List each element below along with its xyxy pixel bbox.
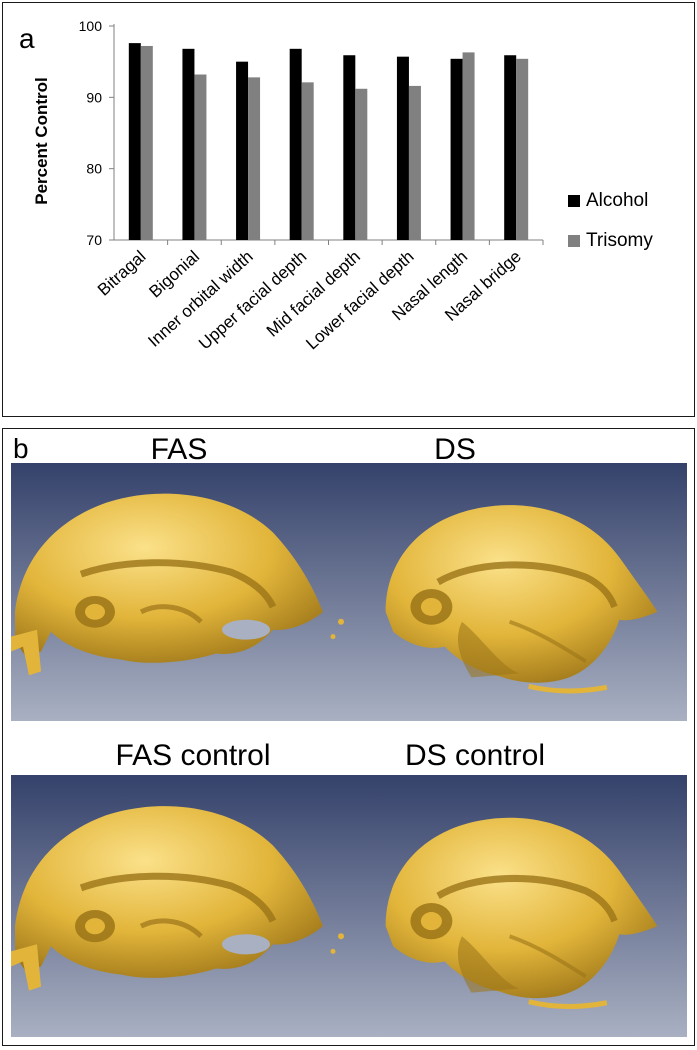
bar-alcohol-4 <box>289 48 302 241</box>
y-tick-label: 90 <box>86 89 102 105</box>
panel-b: b FAS DS FAS control DS control <box>2 428 695 1046</box>
bar-alcohol-1 <box>128 43 141 241</box>
category-label: Bitragal <box>94 247 150 300</box>
bar-alcohol-8 <box>504 55 517 240</box>
bar-trisomy-2 <box>194 74 207 240</box>
bar-alcohol-7 <box>450 58 463 241</box>
bar-alcohol-3 <box>236 61 249 240</box>
y-axis-label: Percent Control <box>32 77 51 205</box>
panel-letter-b: b <box>13 433 29 464</box>
chart-bars <box>128 43 529 241</box>
bar-trisomy-6 <box>408 85 421 240</box>
chart-axes <box>113 24 543 241</box>
legend-swatch-trisomy <box>568 235 580 247</box>
category-label: Mid facial depth <box>263 247 364 341</box>
skull-render <box>357 775 687 1037</box>
legend-swatch-alcohol <box>568 195 580 207</box>
scene-label-fas-control: FAS control <box>115 739 271 772</box>
skull-render <box>11 775 357 1037</box>
scene-ds-control <box>357 775 687 1037</box>
legend-label-trisomy: Trisomy <box>586 230 653 251</box>
scene-fas-control <box>11 775 357 1037</box>
legend-item-trisomy: Trisomy <box>568 221 653 261</box>
bar-trisomy-3 <box>248 77 261 240</box>
legend-label-alcohol: Alcohol <box>586 190 649 211</box>
chart-legend: Alcohol Trisomy <box>568 181 653 261</box>
y-tick-label: 100 <box>79 18 103 34</box>
bar-trisomy-1 <box>140 45 153 241</box>
scene-label-ds: DS <box>434 433 476 466</box>
bar-trisomy-8 <box>516 58 529 241</box>
scene-label-fas: FAS <box>150 433 208 466</box>
panel-letter-a: a <box>19 23 35 54</box>
chart-ticks: 70 80 90 100 <box>79 18 544 248</box>
skull-render <box>11 463 357 721</box>
scene-fas <box>11 463 357 721</box>
bar-trisomy-4 <box>301 82 314 240</box>
legend-item-alcohol: Alcohol <box>568 181 653 221</box>
y-tick-label: 70 <box>86 232 102 248</box>
panel-a: a 70 80 90 100 Bitragal Bigonial Inner orbita… <box>2 2 695 417</box>
skull-render <box>357 463 687 721</box>
bar-alcohol-5 <box>343 55 356 240</box>
scene-ds <box>357 463 687 721</box>
bar-alcohol-6 <box>396 56 409 240</box>
bar-trisomy-5 <box>355 88 368 240</box>
bar-alcohol-2 <box>182 48 195 241</box>
bar-trisomy-7 <box>462 52 475 240</box>
y-tick-label: 80 <box>86 161 102 177</box>
scene-label-ds-control: DS control <box>404 739 546 772</box>
